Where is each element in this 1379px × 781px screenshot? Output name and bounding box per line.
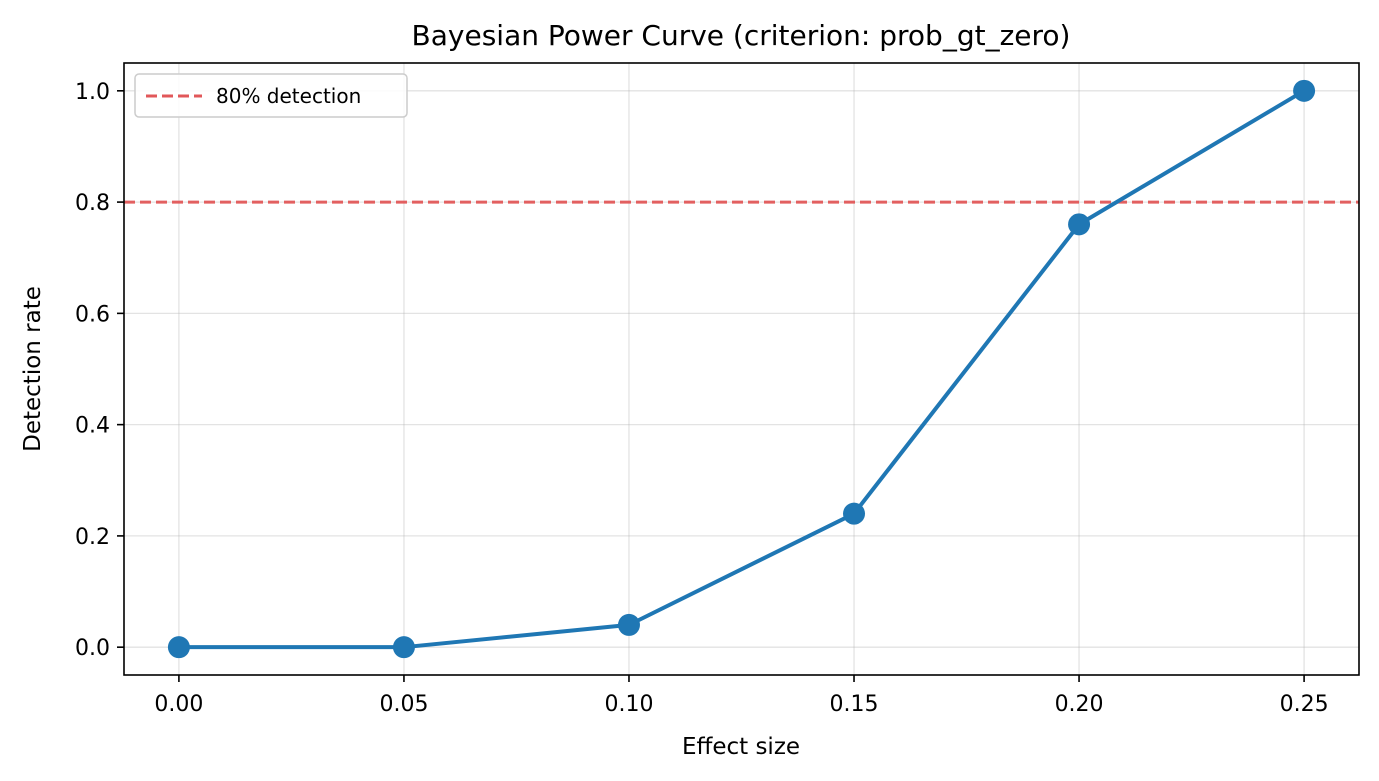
data-point — [617, 613, 640, 636]
y-tick-label: 0.4 — [75, 414, 110, 439]
x-ticks: 0.00 0.05 0.10 0.15 0.20 0.25 — [154, 675, 1329, 717]
x-axis-label: Effect size — [682, 734, 800, 760]
data-point — [843, 502, 866, 525]
x-tick-label: 0.20 — [1055, 692, 1104, 717]
y-tick-label: 0.8 — [75, 191, 110, 216]
series-line — [178, 89, 1306, 650]
data-point — [167, 636, 190, 659]
plot-frame — [123, 62, 1360, 676]
x-tick-label: 0.25 — [1280, 692, 1329, 717]
series-group — [167, 79, 1316, 659]
y-tick-label: 0.6 — [75, 302, 110, 327]
y-tick-label: 0.0 — [75, 636, 110, 661]
y-tick-label: 1.0 — [75, 80, 110, 105]
x-tick-label: 0.00 — [154, 692, 203, 717]
y-ticks: 0.0 0.2 0.4 0.6 0.8 1.0 — [75, 80, 124, 661]
legend-box — [134, 73, 408, 118]
x-tick-label: 0.05 — [379, 692, 428, 717]
x-tick-label: 0.15 — [830, 692, 879, 717]
data-point — [392, 636, 415, 659]
legend-label: 80% detection — [216, 84, 361, 108]
x-tick-label: 0.10 — [604, 692, 653, 717]
data-point — [1293, 79, 1316, 102]
y-axis-label: Detection rate — [20, 286, 46, 452]
data-point — [1068, 213, 1091, 236]
legend: 80% detection — [134, 73, 408, 118]
y-tick-label: 0.2 — [75, 525, 110, 550]
chart-title: Bayesian Power Curve (criterion: prob_gt… — [412, 19, 1071, 52]
